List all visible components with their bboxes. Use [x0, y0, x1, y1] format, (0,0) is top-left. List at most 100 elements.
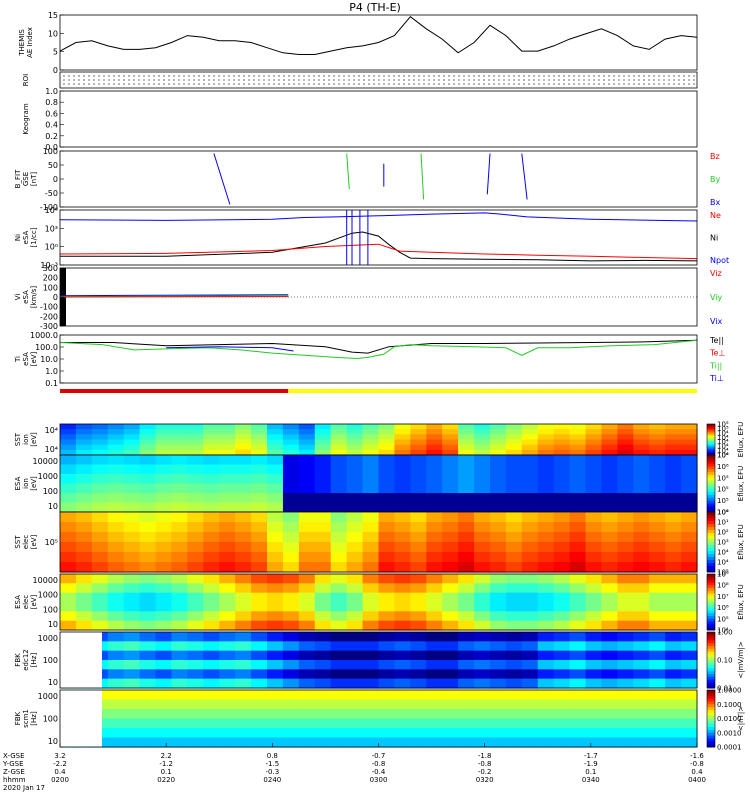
heatmap-cell: [553, 620, 571, 631]
heatmap-cell: [314, 699, 332, 710]
heatmap-cell: [649, 483, 666, 494]
heatmap-cell: [91, 464, 109, 475]
colorbar-step: [707, 604, 715, 609]
heatmap-cell: [378, 464, 396, 475]
y-tick-label: -200: [40, 312, 58, 321]
roi-dot: [613, 83, 615, 85]
roi-dot: [478, 83, 480, 85]
roi-dot: [178, 75, 180, 77]
roi-dot: [308, 75, 310, 77]
roi-dot: [683, 75, 685, 77]
heatmap-cell: [665, 439, 682, 446]
roi-dot: [678, 79, 680, 81]
heatmap-cell: [442, 464, 459, 475]
heatmap-cell: [681, 611, 698, 622]
heatmap-cell: [107, 611, 125, 622]
heatmap-cell: [330, 602, 348, 612]
heatmap-cell: [537, 718, 555, 729]
y-axis-label: elec: [22, 595, 30, 610]
heatmap-cell: [585, 444, 603, 451]
colorbar-step: [707, 695, 715, 700]
heatmap-cell: [458, 449, 475, 456]
heatmap-cell: [171, 737, 188, 748]
heatmap-cell: [378, 669, 396, 680]
roi-dot: [223, 79, 225, 81]
heatmap-cell: [123, 502, 141, 513]
heatmap-cell: [107, 709, 125, 720]
heatmap-cell: [569, 502, 587, 513]
heatmap-cell: [267, 493, 284, 504]
heatmap-cell: [426, 483, 443, 494]
heatmap-cell: [362, 611, 380, 622]
roi-dot: [258, 79, 260, 81]
heatmap-cell: [474, 583, 491, 594]
heatmap-cell: [235, 620, 252, 631]
heatmap-cell: [91, 592, 109, 603]
roi-dot: [108, 83, 110, 85]
no-data-gap: [60, 690, 102, 747]
heatmap-cell: [139, 699, 157, 710]
heatmap-cell: [362, 678, 380, 689]
roi-dot: [103, 79, 105, 81]
roi-dot: [388, 75, 390, 77]
heatmap-cell: [362, 660, 380, 670]
roi-dot: [643, 79, 645, 81]
heatmap-cell: [378, 532, 396, 543]
heatmap-cell: [123, 650, 141, 661]
heatmap-cell: [681, 562, 698, 573]
roi-dot: [543, 75, 545, 77]
colorbar-step: [707, 430, 715, 433]
x-tick-label: -0.8: [478, 760, 492, 768]
colorbar-step: [707, 704, 715, 708]
heatmap-cell: [410, 718, 427, 729]
heatmap-cell: [267, 483, 284, 494]
heatmap-cell: [505, 602, 523, 612]
heatmap-cell: [505, 429, 523, 435]
heatmap-cell: [60, 439, 77, 446]
roi-dot: [563, 83, 565, 85]
heatmap-cell: [282, 449, 300, 456]
heatmap-cell: [505, 592, 523, 603]
roi-dot: [523, 75, 525, 77]
colorbar-tick: 10⁴: [717, 549, 729, 557]
y-tick-label: 10000: [33, 457, 58, 466]
heatmap-cell: [665, 562, 682, 573]
heatmap-cell: [171, 552, 188, 563]
y-axis-label: edc12: [22, 649, 30, 671]
heatmap-cell: [298, 455, 316, 466]
heatmap-cell: [521, 611, 539, 622]
colorbar-step: [707, 518, 715, 522]
heatmap-cell: [91, 583, 109, 594]
roi-dot: [568, 75, 570, 77]
heatmap-cell: [155, 424, 173, 430]
colorbar-step: [707, 506, 715, 510]
heatmap-cell: [203, 512, 220, 523]
heatmap-cell: [585, 449, 603, 456]
roi-dot: [583, 79, 585, 81]
heatmap-cell: [171, 424, 188, 430]
roi-dot: [473, 75, 475, 77]
heatmap-cell: [155, 690, 173, 701]
heatmap-cell: [553, 737, 571, 748]
heatmap-cell: [378, 522, 396, 533]
heatmap-cell: [505, 434, 523, 441]
heatmap-cell: [378, 641, 396, 652]
roi-dot: [688, 75, 690, 77]
heatmap-cell: [665, 522, 682, 533]
heatmap-cell: [60, 552, 77, 563]
heatmap-cell: [91, 522, 109, 533]
heatmap-cell: [489, 574, 507, 584]
heatmap-cell: [187, 439, 204, 446]
heatmap-cell: [60, 429, 77, 435]
roi-dot: [293, 79, 295, 81]
heatmap-cell: [410, 434, 427, 441]
heatmap-cell: [410, 522, 427, 533]
heatmap-cell: [107, 532, 125, 543]
heatmap-cell: [314, 592, 332, 603]
roi-dot: [63, 79, 65, 81]
x-axis-row-label: X-GSE: [3, 752, 25, 760]
heatmap-cell: [139, 444, 157, 451]
y-axis-label: [eV]: [30, 534, 38, 549]
